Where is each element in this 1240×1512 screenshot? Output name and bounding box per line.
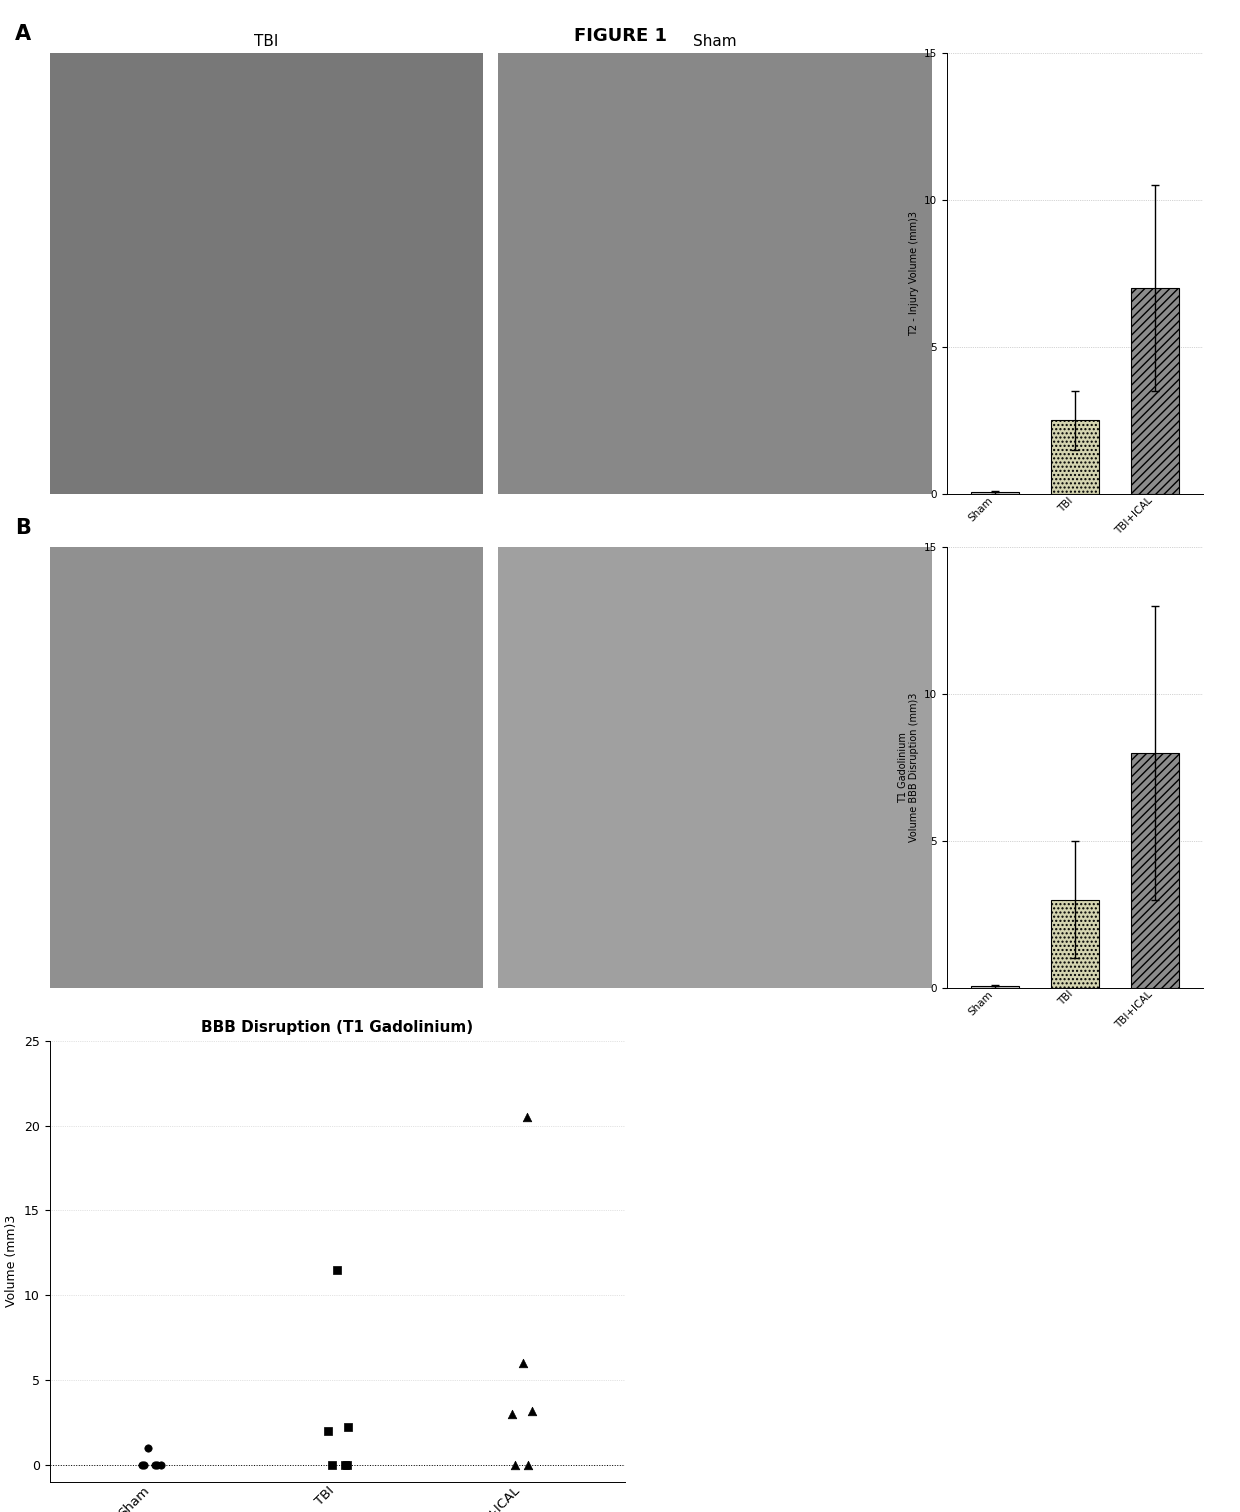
Bar — [1050, 900, 1099, 987]
Point — [517, 1105, 537, 1129]
Y-axis label: T2 - Injury Volume (mm)3: T2 - Injury Volume (mm)3 — [909, 210, 920, 336]
Point — [151, 1453, 171, 1477]
Point — [339, 1415, 358, 1439]
Title: BBB Disruption (T1 Gadolinium): BBB Disruption (T1 Gadolinium) — [201, 1021, 474, 1036]
Text: FIGURE 1: FIGURE 1 — [573, 27, 667, 45]
Text: A: A — [15, 24, 31, 44]
Point — [518, 1453, 538, 1477]
Title: Sham: Sham — [693, 33, 737, 48]
Point — [145, 1453, 165, 1477]
Point — [522, 1399, 542, 1423]
Y-axis label: Volume (mm)3: Volume (mm)3 — [5, 1216, 19, 1308]
Point — [138, 1436, 157, 1461]
Text: B: B — [15, 519, 31, 538]
Point — [513, 1350, 533, 1374]
Point — [134, 1453, 154, 1477]
Point — [506, 1453, 526, 1477]
Bar — [1131, 289, 1179, 494]
Point — [148, 1453, 167, 1477]
Point — [335, 1453, 355, 1477]
Y-axis label: T1 Gadolinium
Volume BBB Disruption (mm)3: T1 Gadolinium Volume BBB Disruption (mm)… — [898, 692, 920, 842]
Bar — [1050, 420, 1099, 494]
Point — [336, 1453, 356, 1477]
Point — [133, 1453, 153, 1477]
Point — [321, 1453, 341, 1477]
Point — [502, 1402, 522, 1426]
Point — [317, 1418, 337, 1442]
Point — [327, 1258, 347, 1282]
Bar — [1131, 753, 1179, 987]
Title: TBI: TBI — [254, 33, 279, 48]
